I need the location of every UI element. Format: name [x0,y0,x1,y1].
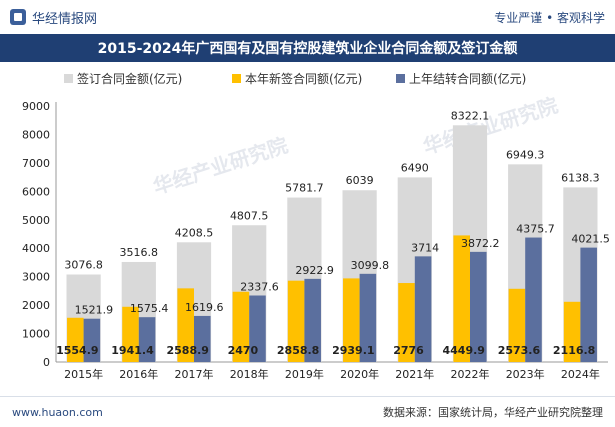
new-contract-bar [67,317,84,362]
total-data-label: 6949.3 [506,148,545,161]
x-tick-label: 2016年 [119,367,158,381]
legend-label: 签订合同金额(亿元) [77,71,182,86]
new-contract-bar [563,301,581,362]
total-data-label: 6039 [346,174,374,187]
carryover-data-label: 4375.7 [516,223,555,236]
brand-name: 华经情报网 [32,11,98,27]
total-data-label: 8322.1 [451,109,490,122]
carryover-data-label: 1575.4 [130,302,169,315]
new-contract-bar [122,306,139,362]
y-tick-label: 1000 [22,328,50,341]
new-contract-bar [177,288,194,362]
new-contract-data-label: 2939.1 [332,344,374,357]
x-tick-label: 2018年 [230,367,269,381]
carryover-bar [359,273,377,362]
new-contract-bar [453,235,470,362]
carryover-bar [414,256,432,362]
x-tick-label: 2023年 [506,367,545,381]
top-bar: 华经情报网 专业严谨 • 客观科学 [0,0,615,34]
carryover-data-label: 2922.9 [295,264,334,277]
y-tick-label: 4000 [22,242,50,255]
total-data-label: 5781.7 [285,182,324,195]
x-tick-label: 2021年 [395,367,434,381]
new-contract-data-label: 2858.8 [277,344,319,357]
footer: www.huaon.com 数据来源：国家统计局，华经产业研究院整理 [0,396,615,427]
carryover-data-label: 3099.8 [351,259,390,272]
brand-logo-icon [10,9,26,25]
new-contract-data-label: 1554.9 [56,344,98,357]
carryover-bar [194,315,211,362]
legend-label: 本年新签合同额(亿元) [245,71,362,86]
bar-chart: 0 1000 2000 3000 4000 5000 6000 7000 8000 9000 307… [22,71,610,381]
carryover-bar [304,278,321,362]
legend-swatch [232,74,241,83]
carryover-data-label: 1619.6 [185,301,224,314]
brand: 华经情报网 [10,8,97,27]
new-contract-bar [508,288,526,362]
x-tick-label: 2017年 [175,367,214,381]
total-data-label: 4807.5 [230,209,269,222]
y-tick-label: 7000 [22,157,50,170]
carryover-bar [525,237,542,362]
new-contract-bar [398,283,415,362]
carryover-bar [470,251,487,362]
new-contract-bar [232,291,250,362]
carryover-bar [138,317,156,362]
total-data-label: 4208.5 [175,226,214,239]
legend-swatch [396,74,405,83]
legend-label: 上年结转合同额(亿元) [409,71,526,86]
y-tick-label: 0 [43,356,50,369]
new-contract-data-label: 4449.9 [442,344,484,357]
carryover-data-label: 4021.5 [571,233,610,246]
footer-source: 数据来源：国家统计局，华经产业研究院整理 [383,406,603,419]
new-contract-data-label: 2776 [393,344,424,357]
total-data-label: 3516.8 [120,246,159,259]
y-tick-label: 2000 [22,299,50,312]
footer-url[interactable]: www.huaon.com [12,405,103,419]
carryover-data-label: 2337.6 [240,281,279,294]
x-tick-label: 2020年 [340,367,379,381]
new-contract-data-label: 2573.6 [498,344,541,357]
legend-swatch [64,74,73,83]
y-tick-label: 9000 [22,100,50,113]
x-tick-label: 2022年 [451,367,490,381]
y-tick-label: 3000 [22,271,50,284]
x-tick-label: 2015年 [64,367,103,381]
y-tick-label: 6000 [22,185,50,198]
carryover-data-label: 1521.9 [75,304,114,317]
carryover-bar [580,247,597,362]
chart-title: 2015-2024年广西国有及国有控股建筑业企业合同金额及签订金额 [0,34,615,62]
x-tick-label: 2019年 [285,367,324,381]
carryover-bar [83,318,101,362]
new-contract-data-label: 1941.4 [111,344,154,357]
new-contract-data-label: 2116.8 [553,344,595,357]
total-data-label: 3076.8 [64,258,103,271]
new-contract-data-label: 2588.9 [166,344,208,357]
y-tick-label: 8000 [22,128,50,141]
new-contract-bar [343,278,360,362]
new-contract-bar [287,280,305,362]
total-data-label: 6138.3 [561,171,600,184]
carryover-data-label: 3872.2 [461,237,500,250]
slogan: 专业严谨 • 客观科学 [494,10,605,25]
x-tick-label: 2024年 [561,367,600,381]
y-tick-label: 5000 [22,214,50,227]
carryover-data-label: 3714 [411,241,439,254]
carryover-bar [249,295,266,362]
total-data-label: 6490 [401,161,429,174]
new-contract-data-label: 2470 [228,344,259,357]
